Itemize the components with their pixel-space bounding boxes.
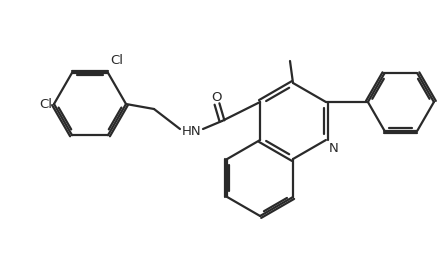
Text: Cl: Cl xyxy=(39,97,52,111)
Text: N: N xyxy=(329,142,339,155)
Text: Cl: Cl xyxy=(110,54,123,67)
Text: HN: HN xyxy=(182,125,202,138)
Text: O: O xyxy=(212,90,222,104)
